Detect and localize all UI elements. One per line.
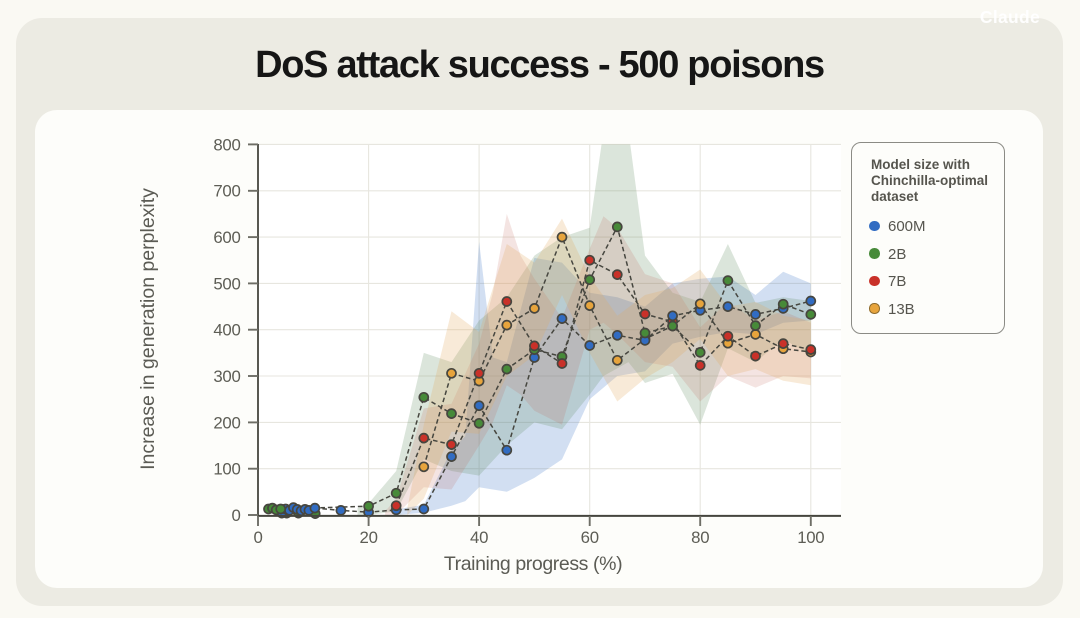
svg-text:100: 100 [213, 460, 240, 479]
svg-text:800: 800 [213, 135, 240, 154]
svg-text:20: 20 [360, 528, 378, 547]
svg-text:60: 60 [581, 528, 599, 547]
svg-text:200: 200 [213, 413, 240, 432]
svg-text:80: 80 [691, 528, 709, 547]
svg-text:Training progress (%): Training progress (%) [444, 553, 622, 575]
svg-text:40: 40 [470, 528, 488, 547]
svg-text:400: 400 [213, 321, 240, 340]
svg-text:0: 0 [231, 506, 240, 525]
svg-text:100: 100 [797, 528, 824, 547]
svg-text:0: 0 [253, 528, 262, 547]
svg-text:300: 300 [213, 367, 240, 386]
svg-text:700: 700 [213, 182, 240, 201]
svg-text:500: 500 [213, 274, 240, 293]
svg-text:600: 600 [213, 228, 240, 247]
svg-text:Increase in generation perplex: Increase in generation perplexity [137, 188, 159, 470]
